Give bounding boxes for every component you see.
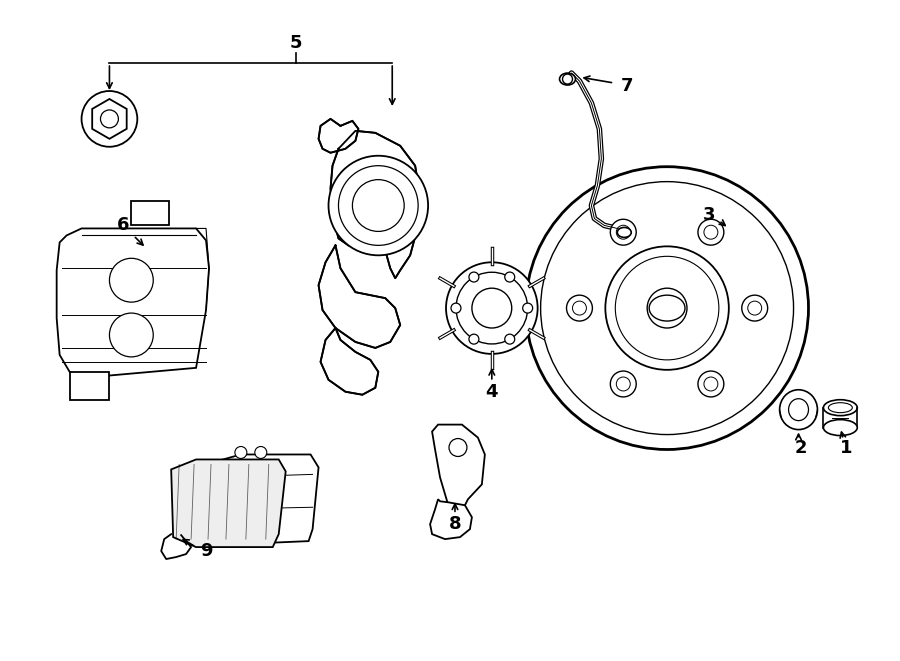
Polygon shape <box>432 424 485 514</box>
Circle shape <box>610 219 636 245</box>
Text: 7: 7 <box>621 77 634 95</box>
Text: 3: 3 <box>703 206 716 225</box>
Circle shape <box>566 295 592 321</box>
Circle shape <box>704 225 718 239</box>
Polygon shape <box>92 99 127 139</box>
Circle shape <box>742 295 768 321</box>
Circle shape <box>523 303 533 313</box>
Text: 6: 6 <box>117 216 130 235</box>
Circle shape <box>698 219 724 245</box>
Circle shape <box>110 313 153 357</box>
Ellipse shape <box>779 390 817 430</box>
Circle shape <box>446 262 537 354</box>
Circle shape <box>101 110 119 128</box>
Text: 2: 2 <box>795 438 806 457</box>
Polygon shape <box>57 229 209 378</box>
Circle shape <box>616 377 630 391</box>
Polygon shape <box>319 245 400 348</box>
Circle shape <box>456 272 527 344</box>
Text: 9: 9 <box>200 542 212 560</box>
Circle shape <box>451 303 461 313</box>
Polygon shape <box>320 328 378 395</box>
Circle shape <box>353 180 404 231</box>
Polygon shape <box>319 119 358 153</box>
Circle shape <box>235 447 247 459</box>
Text: 1: 1 <box>840 438 852 457</box>
Ellipse shape <box>449 271 518 346</box>
Circle shape <box>748 301 761 315</box>
Circle shape <box>616 225 630 239</box>
Circle shape <box>505 334 515 344</box>
Text: 4: 4 <box>486 383 498 401</box>
Circle shape <box>647 288 687 328</box>
Polygon shape <box>216 455 319 544</box>
Text: 5: 5 <box>290 34 302 52</box>
Ellipse shape <box>560 73 575 85</box>
Ellipse shape <box>828 403 852 412</box>
Circle shape <box>338 166 418 245</box>
Polygon shape <box>330 131 420 278</box>
Ellipse shape <box>649 295 685 321</box>
Polygon shape <box>171 459 285 547</box>
Polygon shape <box>131 200 169 225</box>
Circle shape <box>572 301 587 315</box>
Circle shape <box>255 447 266 459</box>
Circle shape <box>472 288 512 328</box>
Polygon shape <box>430 499 472 539</box>
Text: 8: 8 <box>449 515 462 533</box>
Circle shape <box>469 272 479 282</box>
Polygon shape <box>69 372 110 400</box>
Circle shape <box>82 91 138 147</box>
Circle shape <box>616 256 719 360</box>
Circle shape <box>704 377 718 391</box>
Circle shape <box>698 371 724 397</box>
Ellipse shape <box>617 227 631 237</box>
Circle shape <box>449 438 467 457</box>
Ellipse shape <box>824 400 858 416</box>
Circle shape <box>505 272 515 282</box>
Circle shape <box>606 247 729 370</box>
Circle shape <box>328 156 428 255</box>
Circle shape <box>526 167 808 449</box>
Circle shape <box>110 258 153 302</box>
Ellipse shape <box>824 420 858 436</box>
Ellipse shape <box>788 399 808 420</box>
Circle shape <box>562 74 572 84</box>
Circle shape <box>610 371 636 397</box>
Circle shape <box>469 334 479 344</box>
